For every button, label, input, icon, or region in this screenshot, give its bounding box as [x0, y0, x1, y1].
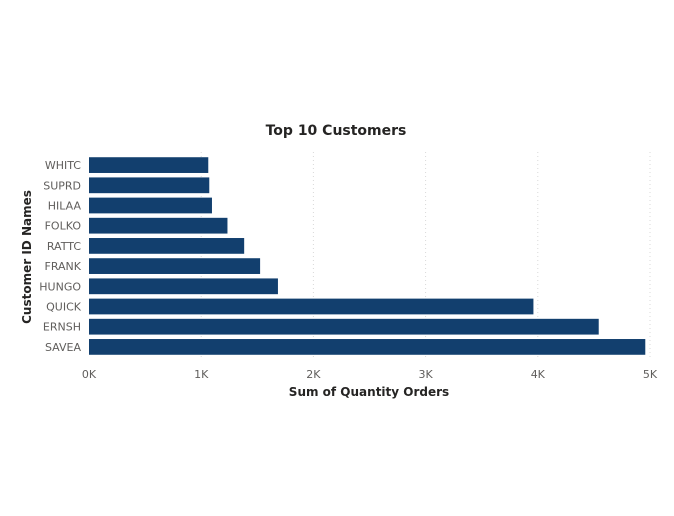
- y-tick-label: SUPRD: [43, 179, 81, 192]
- y-tick-label: FRANK: [45, 260, 82, 273]
- chart-title: Top 10 Customers: [266, 123, 407, 139]
- bar-folko[interactable]: [89, 217, 228, 234]
- x-tick-label: 2K: [306, 368, 321, 381]
- x-tick-label: 3K: [418, 368, 433, 381]
- bar-rattc[interactable]: [89, 238, 245, 254]
- bar-savea[interactable]: [89, 339, 646, 355]
- x-tick-label: 0K: [82, 368, 97, 381]
- y-tick-label: RATTC: [47, 240, 81, 253]
- x-axis-title: Sum of Quantity Orders: [289, 385, 449, 399]
- y-tick-label: HUNGO: [39, 280, 81, 293]
- y-axis-tick-labels: WHITC SUPRD HILAA FOLKO RATTC FRANK HUNGO QUICK…: [39, 159, 82, 354]
- x-tick-label: 4K: [531, 368, 546, 381]
- y-tick-label: SAVEA: [45, 341, 81, 354]
- bar-suprd[interactable]: [89, 177, 210, 194]
- x-tick-label: 5K: [643, 368, 658, 381]
- y-tick-label: ERNSH: [43, 321, 81, 334]
- x-tick-label: 1K: [194, 368, 209, 381]
- bar-ernsh[interactable]: [89, 318, 599, 335]
- bar-whitc[interactable]: [89, 157, 209, 173]
- y-tick-label: FOLKO: [45, 220, 82, 233]
- bar-hilaa[interactable]: [89, 197, 212, 214]
- y-tick-label: QUICK: [46, 301, 82, 314]
- bar-hungo[interactable]: [89, 278, 278, 295]
- bars: [89, 157, 646, 355]
- y-tick-label: WHITC: [45, 159, 81, 172]
- bar-quick[interactable]: [89, 298, 534, 315]
- y-axis-title: Customer ID Names: [20, 190, 34, 324]
- bar-frank[interactable]: [89, 258, 261, 274]
- x-axis-tick-labels: 0K 1K 2K 3K 4K 5K: [82, 368, 658, 381]
- y-tick-label: HILAA: [48, 200, 82, 213]
